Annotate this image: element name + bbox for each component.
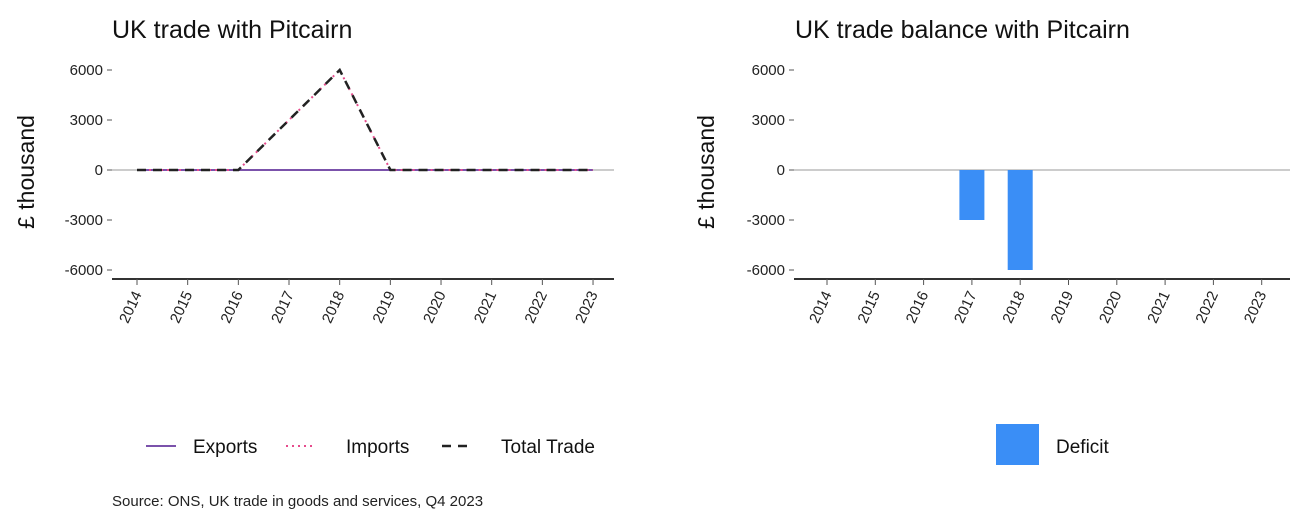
trade-chart-series <box>137 67 593 172</box>
balance-chart-xtick-label: 2018 <box>999 289 1029 326</box>
trade-chart-ylabel: £ thousand <box>13 115 39 229</box>
balance-chart: UK trade balance with Pitcairn £ thousan… <box>693 16 1290 326</box>
legend-deficit-label: Deficit <box>1056 437 1110 458</box>
trade-chart-yaxis: -6000 -3000 0 3000 6000 <box>65 62 112 279</box>
balance-chart-bars <box>959 170 1033 270</box>
balance-chart-ytick-label: 3000 <box>752 112 785 129</box>
legend-deficit-swatch <box>996 424 1039 465</box>
bar-2018 <box>1007 170 1033 270</box>
series-total-trade-line <box>137 67 593 172</box>
trade-chart: UK trade with Pitcairn £ thousand -6000-… <box>13 16 614 326</box>
trade-chart-ytick-label: 6000 <box>70 62 103 79</box>
trade-chart-xtick-label: 2016 <box>217 289 247 326</box>
bar-2017 <box>959 170 985 220</box>
balance-chart-xtick-label: 2022 <box>1193 289 1223 326</box>
trade-chart-ytick-label: 3000 <box>70 112 103 129</box>
trade-chart-xtick-label: 2014 <box>116 289 146 326</box>
balance-chart-title: UK trade balance with Pitcairn <box>795 16 1130 44</box>
balance-chart-xtick-label: 2015 <box>854 289 884 326</box>
balance-chart-xtick-label: 2019 <box>1048 289 1078 326</box>
balance-chart-xtick-label: 2023 <box>1241 289 1271 326</box>
trade-chart-ytick-label: 0 <box>95 162 103 179</box>
balance-chart-xaxis: 2014 2015 2016 2017 2018 2019 2020 2021 2022 2023 <box>806 279 1270 326</box>
trade-chart-xaxis: 2014 2015 2016 2017 2018 2019 2020 2021 2022 2023 <box>116 279 602 326</box>
balance-chart-xtick-label: 2021 <box>1144 289 1174 326</box>
legend-total-trade-label: Total Trade <box>501 437 595 458</box>
trade-chart-xtick-label: 2023 <box>572 289 602 326</box>
trade-chart-title: UK trade with Pitcairn <box>112 16 352 44</box>
legend-imports-label: Imports <box>346 437 409 458</box>
trade-chart-xtick-label: 2022 <box>521 289 551 326</box>
balance-chart-ylabel: £ thousand <box>693 115 719 229</box>
balance-chart-xtick-label: 2020 <box>1096 289 1126 326</box>
trade-chart-xtick-label: 2017 <box>268 289 298 326</box>
balance-chart-ytick-label: 0 <box>777 162 785 179</box>
series-imports-line <box>137 68 593 171</box>
balance-chart-xtick-label: 2017 <box>951 289 981 326</box>
balance-chart-yaxis: -6000 -3000 0 3000 6000 <box>747 62 794 279</box>
balance-chart-ytick-label: -3000 <box>747 212 785 229</box>
balance-chart-xtick-label: 2016 <box>903 289 933 326</box>
legend-exports-label: Exports <box>193 437 257 458</box>
trade-chart-legend: Exports Imports Total Trade <box>146 437 595 458</box>
trade-chart-xtick-label: 2018 <box>319 289 349 326</box>
trade-chart-xtick-label: 2020 <box>420 289 450 326</box>
source-note: Source: ONS, UK trade in goods and servi… <box>112 493 483 510</box>
balance-chart-legend: Deficit <box>996 424 1110 465</box>
trade-chart-xtick-label: 2015 <box>167 289 197 326</box>
balance-chart-ytick-label: 6000 <box>752 62 785 79</box>
trade-chart-ytick-label: -6000 <box>65 262 103 279</box>
trade-chart-ytick-label: -3000 <box>65 212 103 229</box>
trade-chart-xtick-label: 2019 <box>369 289 399 326</box>
balance-chart-ytick-label: -6000 <box>747 262 785 279</box>
trade-chart-xtick-label: 2021 <box>471 289 501 326</box>
balance-chart-xtick-label: 2014 <box>806 289 836 326</box>
